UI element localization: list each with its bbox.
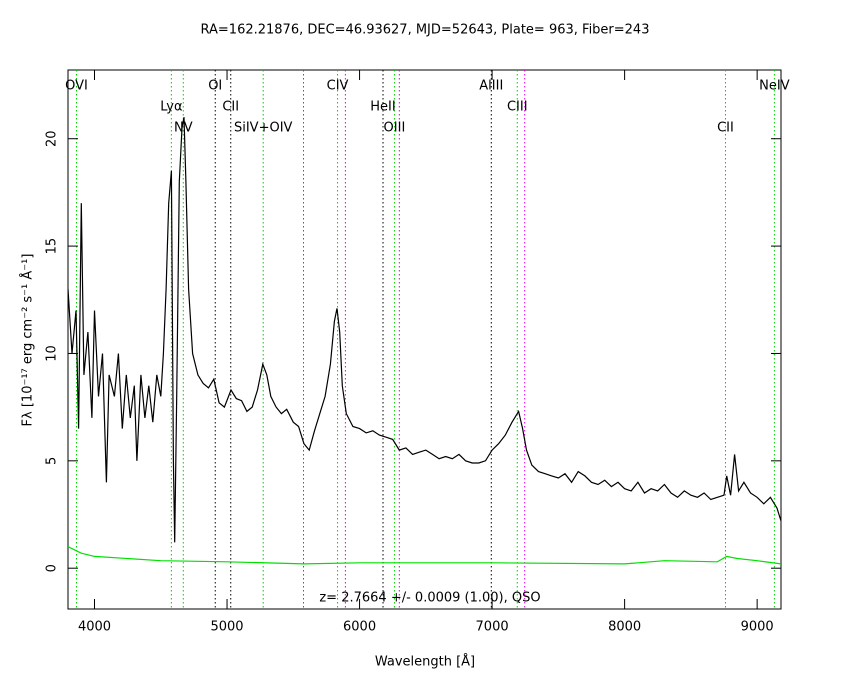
plot-area <box>68 70 781 609</box>
emission-line-label: OVI <box>65 79 88 94</box>
x-axis-label: Wavelength [Å] <box>375 654 475 670</box>
emission-line-label: CIII <box>507 100 528 115</box>
y-tick-label: 10 <box>45 345 60 362</box>
emission-line-label: OIII <box>384 121 406 136</box>
series-line <box>68 117 781 543</box>
y-axis-label: Fλ [10⁻¹⁷ erg cm⁻² s⁻¹ Å⁻¹] <box>20 254 36 427</box>
x-tick-label: 6000 <box>343 620 376 635</box>
y-tick-label: 5 <box>45 457 60 465</box>
emission-line-label: CII <box>222 100 239 115</box>
emission-line-label: CII <box>717 121 734 136</box>
emission-line-label: OI <box>208 79 222 94</box>
annotation: z= 2.7664 +/- 0.0009 (1.00), QSO <box>319 591 540 606</box>
emission-line-label: Lyα <box>160 100 182 115</box>
x-tick-label: 5000 <box>210 620 243 635</box>
series-line <box>68 546 781 565</box>
emission-line-label: NeIV <box>759 79 790 94</box>
emission-line-label: AlIII <box>479 79 503 94</box>
x-tick-label: 4000 <box>78 620 111 635</box>
emission-line-label: SiIV+OIV <box>234 121 293 136</box>
y-tick-label: 15 <box>45 238 60 255</box>
emission-line-label: NV <box>174 121 193 136</box>
x-tick-label: 9000 <box>741 620 774 635</box>
emission-line-label: CIV <box>327 79 349 94</box>
x-tick-label: 7000 <box>476 620 509 635</box>
y-tick-label: 0 <box>45 564 60 572</box>
chart-title: RA=162.21876, DEC=46.93627, MJD=52643, P… <box>201 23 650 38</box>
emission-line-label: HeII <box>370 100 395 115</box>
x-tick-label: 8000 <box>608 620 641 635</box>
y-tick-label: 20 <box>45 130 60 147</box>
plot-frame <box>67 69 782 610</box>
